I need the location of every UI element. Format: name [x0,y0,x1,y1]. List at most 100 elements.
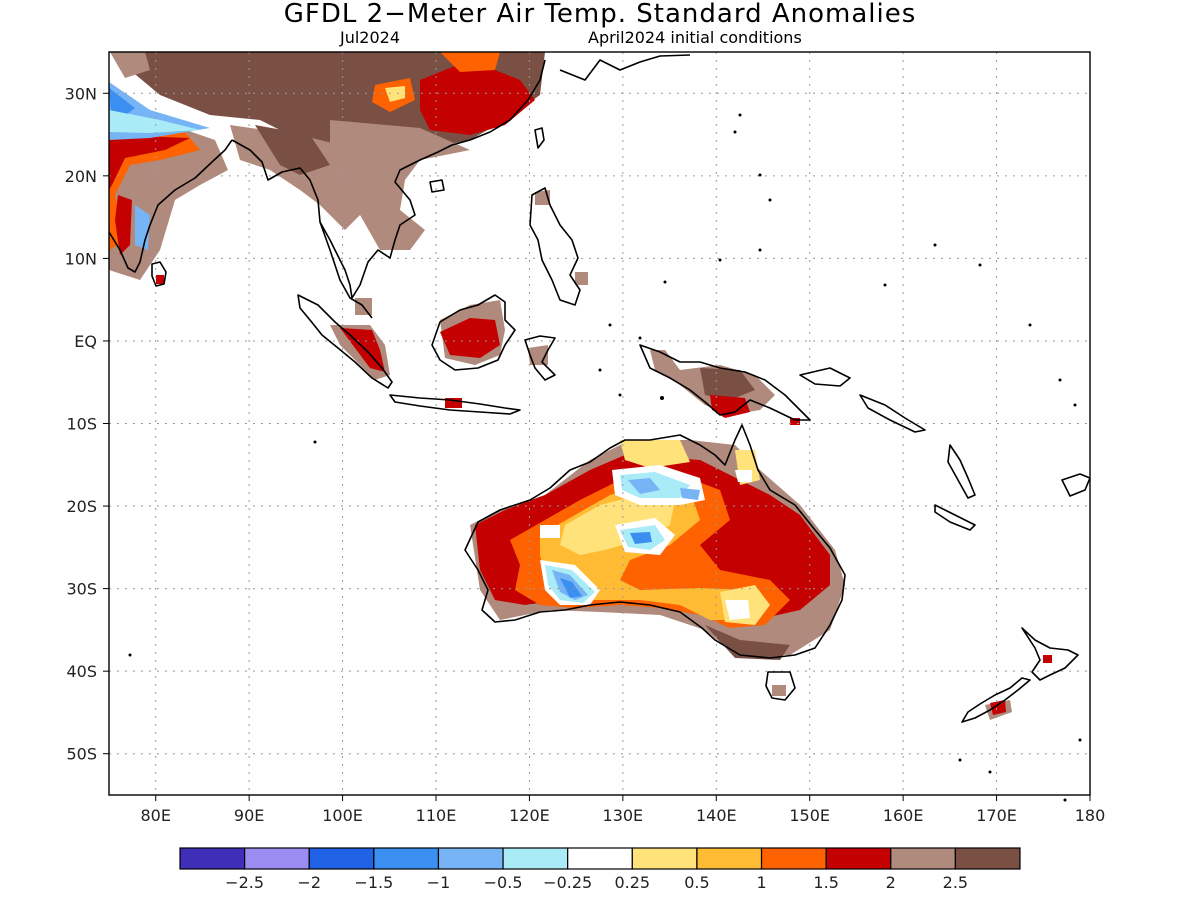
x-tick-label: 90E [234,806,264,825]
legend-swatch [179,847,246,870]
x-tick-label: 170E [976,806,1017,825]
map-title: GFDL 2−Meter Air Temp. Standard Anomalie… [283,0,917,29]
x-tick-label: 160E [883,806,924,825]
shade-china-brown2 [330,120,470,160]
shade-aus-white6 [540,525,560,538]
shade-nz-red [990,700,1006,715]
coast-newcaledonia [934,504,976,531]
legend-label: 0.25 [614,873,650,892]
legend-swatch [696,847,763,870]
y-tick-label: 40S [66,662,97,681]
shade-china-red [420,60,535,135]
x-tick-label: 130E [603,806,644,825]
coast-sulawesi [524,335,556,381]
coast-fiji [1061,473,1090,497]
anomaly-shading [109,52,1052,720]
shade-aus-blue3b [560,578,582,598]
shade-india-orange [109,130,200,250]
legend-swatch [890,847,956,870]
legend-swatch [502,847,569,870]
shade-borneo-red [440,318,500,358]
legend-label: 1 [756,873,766,892]
x-tick-label: 180 [1075,806,1106,825]
coast-srilanka [151,261,167,287]
shade-india-red [109,135,190,190]
shade-aus-white4 [725,600,750,620]
shade-china-orange [440,52,500,72]
shade-india-cyan [109,110,200,133]
shade-png-red [710,395,750,418]
shade-sumatra-red [340,328,385,372]
coast-australia [464,424,846,659]
coast-borneo [431,294,516,371]
shade-china-yellow [385,86,405,102]
coast-bay-east [231,139,353,299]
shade-india-south-red [115,195,132,255]
legend-label: −1 [427,873,451,892]
coast-nz-south [961,677,1031,723]
x-tick-label: 120E [509,806,550,825]
shade-aus-dark2 [705,625,790,660]
y-tick-label: 20S [66,497,97,516]
shade-tasmania [772,685,786,696]
legend-swatch [567,847,633,870]
shade-aus-blue1b [680,488,700,500]
y-tick-label: 20N [65,167,97,186]
shade-philippines2 [575,272,588,285]
shade-png-dark [700,368,755,400]
legend-swatch [244,847,310,870]
shade-seasia-dark [255,125,330,175]
axis-ticks: 80E 90E 100E 110E 120E 130E 140E 150E 160E 170E 18… [65,84,1106,825]
coast-newguinea [639,344,811,421]
legend-label: 0.5 [684,873,709,892]
y-tick-label: 10N [65,249,97,268]
legend-label: −2.5 [225,873,264,892]
color-legend: −2.5 −2 −1.5 −1 −0.5 −0.25 0.25 0.5 1 1.5 2 2.5 [179,847,1021,892]
shade-nz-north [1043,655,1052,663]
x-tick-label: 150E [789,806,830,825]
forecast-month: Jul2024 [340,28,401,47]
coastlines [109,54,1090,723]
legend-label: 1.5 [813,873,838,892]
legend-label: −0.25 [543,873,592,892]
legend-swatch [437,847,504,870]
shade-aus-blue1 [628,478,660,494]
legend-swatch [760,847,827,870]
shade-aus-yellow2 [620,440,690,468]
x-tick-label: 110E [416,806,457,825]
graticule [109,52,1090,795]
y-tick-label: EQ [74,332,97,351]
legend-label: 2.5 [943,873,968,892]
legend-swatch [308,847,375,870]
y-tick-label: 30S [66,580,97,599]
x-tick-label: 100E [322,806,363,825]
x-tick-label: 80E [140,806,170,825]
coast-taiwan [534,127,545,149]
coast-hainan [429,179,445,193]
coast-thai-gulf [351,59,546,299]
coast-vanuatu [947,444,976,499]
coast-java [389,394,521,415]
coast-solomon [859,394,926,433]
initial-conditions: April2024 initial conditions [588,28,802,47]
legend-swatch [373,847,440,870]
y-tick-label: 50S [66,745,97,764]
legend-label: −2 [297,873,321,892]
y-tick-label: 30N [65,84,97,103]
legend-swatch [631,847,698,870]
legend-label: 2 [886,873,896,892]
shade-srilanka [156,275,164,284]
shade-aus-white5 [735,470,752,482]
legend-label: −0.5 [484,873,523,892]
x-tick-label: 140E [696,806,737,825]
shade-china-brown [110,52,150,78]
small-islands [128,113,1082,802]
shade-aus-blue2 [630,532,652,544]
coast-sumatra [297,294,393,389]
coast-nz-north [1021,627,1079,681]
coast-tasmania [765,671,796,701]
legend-label: −1.5 [354,873,393,892]
y-tick-label: 10S [66,415,97,434]
coast-bismarck [799,367,851,387]
